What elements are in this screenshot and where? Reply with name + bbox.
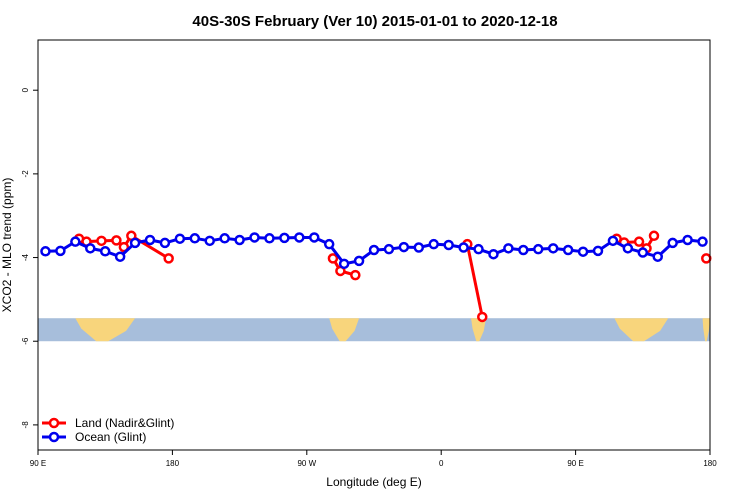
data-point (518, 244, 529, 256)
data-point (338, 258, 350, 270)
x-tick-label: 90 E (567, 459, 583, 468)
data-point (327, 253, 339, 264)
map-land-shape (471, 318, 486, 342)
data-point (383, 243, 395, 255)
map-land-shape (329, 318, 360, 342)
data-point (477, 311, 488, 323)
y-axis-label: XCO2 - MLO trend (ppm) (0, 178, 14, 313)
data-point (234, 234, 245, 246)
data-point (473, 243, 484, 255)
data-point (159, 237, 171, 249)
data-point (350, 269, 361, 281)
map-land-shape (702, 318, 710, 342)
x-axis: 90 E 180 90 W 0 90 E 180 (30, 450, 717, 468)
data-point (547, 243, 559, 254)
data-point (279, 232, 290, 244)
y-tick-label: -2 (21, 170, 30, 178)
legend-marker (48, 417, 60, 429)
data-point (562, 244, 574, 256)
chart-title: 40S-30S February (Ver 10) 2015-01-01 to … (192, 13, 557, 30)
data-point (294, 232, 305, 243)
data-point (633, 236, 645, 247)
data-point (503, 243, 514, 254)
data-point (577, 246, 589, 257)
data-point (607, 235, 619, 247)
data-point (682, 234, 693, 246)
data-point (114, 251, 126, 262)
x-tick-label: 180 (166, 459, 180, 468)
data-point (701, 253, 712, 264)
map-ocean-band (38, 318, 710, 342)
data-point (428, 238, 439, 250)
legend-label: Land (Nadir&Glint) (75, 416, 174, 430)
data-point (40, 246, 51, 257)
legend-marker (48, 431, 60, 443)
data-point (144, 234, 156, 246)
x-tick-label: 0 (439, 459, 444, 468)
y-tick-label: -4 (21, 253, 30, 261)
data-point (637, 247, 649, 258)
data-point (648, 230, 660, 242)
data-point (697, 236, 708, 247)
map-land-shape (614, 318, 669, 342)
plot-frame (37, 39, 711, 451)
x-tick-label: 90 W (297, 459, 316, 468)
legend: Land (Nadir&Glint)Ocean (Glint) (42, 416, 174, 444)
series-line (465, 243, 484, 318)
data-point (163, 253, 174, 264)
data-point (488, 248, 499, 260)
series-layer (40, 230, 712, 323)
data-point (55, 245, 66, 257)
data-point (99, 246, 111, 257)
x-axis-label: Longitude (deg E) (326, 475, 421, 489)
data-point (118, 241, 130, 253)
data-point (111, 235, 122, 246)
data-point (533, 243, 544, 255)
data-point (96, 235, 107, 247)
data-point (249, 232, 260, 243)
y-tick-label: 0 (21, 87, 30, 92)
data-point (204, 235, 215, 247)
data-point (443, 239, 454, 251)
y-tick-label: -6 (21, 337, 30, 345)
data-point (309, 232, 320, 243)
data-point (85, 243, 96, 254)
data-point (413, 242, 425, 253)
data-point (323, 238, 335, 250)
x-tick-label: 180 (703, 459, 717, 468)
data-point (353, 255, 365, 267)
series-1 (40, 232, 708, 270)
data-point (398, 241, 410, 253)
data-point (592, 245, 604, 257)
map-land-shape (75, 318, 136, 342)
data-point (652, 251, 663, 262)
map-strip (38, 318, 710, 342)
data-point (189, 233, 201, 244)
data-point (264, 233, 275, 244)
x-tick-label: 90 E (30, 459, 46, 468)
data-point (667, 237, 678, 249)
data-point (219, 233, 230, 244)
y-axis: 0 -2 -4 -6 -8 (21, 87, 38, 428)
data-point (129, 237, 141, 249)
legend-label: Ocean (Glint) (75, 430, 146, 444)
y-tick-label: -8 (21, 421, 30, 429)
data-point (622, 243, 634, 254)
data-point (70, 236, 81, 247)
data-point (458, 242, 469, 253)
data-point (368, 244, 380, 256)
data-point (174, 233, 186, 244)
